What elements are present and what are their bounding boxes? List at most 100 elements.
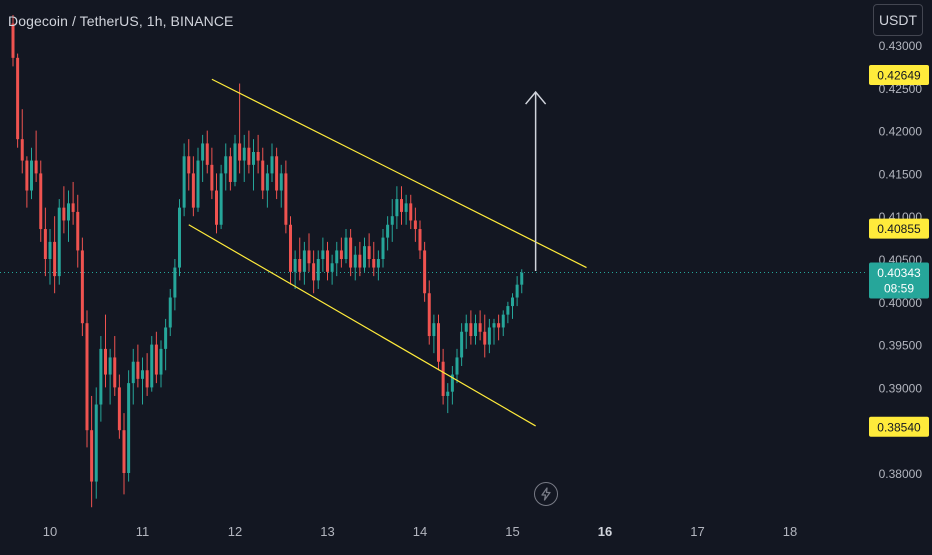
candle (76, 194, 80, 268)
candle (326, 241, 329, 281)
candle (261, 147, 265, 200)
candle (474, 314, 477, 345)
candle (150, 336, 154, 392)
candle (390, 199, 394, 242)
candle (321, 237, 325, 272)
candle (168, 288, 172, 337)
candle (108, 348, 112, 405)
candle (205, 130, 209, 174)
bar-countdown: 08:59 (884, 281, 914, 295)
current-price-value: 0.40343 (877, 266, 921, 280)
candle (145, 353, 149, 396)
candle (265, 164, 269, 208)
candle (122, 413, 126, 495)
candle (67, 190, 70, 242)
candle (94, 387, 98, 499)
svg-text:0.38540: 0.38540 (877, 420, 921, 434)
svg-text:0.42649: 0.42649 (877, 69, 921, 83)
candle (455, 348, 459, 384)
candle (460, 323, 464, 366)
candle (215, 173, 218, 234)
candle (413, 207, 417, 242)
candle (423, 241, 427, 302)
candle (16, 53, 20, 148)
candle (43, 207, 47, 277)
candle (136, 344, 140, 388)
x-tick-label: 17 (690, 524, 704, 539)
candle (164, 318, 168, 371)
lightning-icon[interactable] (534, 482, 558, 506)
y-tick-label: 0.42000 (879, 125, 923, 139)
upper-channel-trendline[interactable] (211, 78, 587, 269)
candle (432, 314, 436, 354)
candle (464, 314, 468, 349)
candle (131, 348, 135, 405)
candle (182, 143, 186, 217)
candle (446, 383, 450, 414)
candle (238, 83, 242, 174)
candle (39, 160, 43, 242)
x-tick-label: 13 (320, 524, 334, 539)
candles (11, 15, 524, 508)
candle (224, 143, 228, 191)
candle (450, 366, 454, 405)
trendlines[interactable] (188, 78, 587, 427)
candle (293, 250, 297, 289)
candle (219, 164, 223, 230)
currency-button[interactable]: USDT (873, 4, 923, 36)
candle (279, 164, 283, 208)
candle (25, 156, 29, 208)
candle (478, 310, 482, 341)
candle (418, 220, 422, 259)
candle (376, 250, 380, 281)
candle (344, 229, 348, 264)
candle (233, 134, 237, 187)
candle (57, 199, 61, 285)
candle (62, 186, 66, 234)
candle (339, 237, 343, 268)
x-tick-label: 12 (228, 524, 242, 539)
candle (210, 147, 214, 200)
candle (487, 318, 491, 354)
arrow-up-icon[interactable] (525, 90, 547, 271)
candle (99, 336, 103, 422)
candle (506, 301, 510, 324)
y-tick-label: 0.39000 (879, 381, 923, 395)
candle (492, 318, 496, 345)
lightning-glyph (541, 487, 551, 501)
candle (483, 314, 487, 358)
candle (289, 216, 292, 285)
price-label: 0.40855 (869, 218, 929, 239)
candle (85, 310, 89, 448)
price-label: 0.38540 (869, 416, 929, 437)
arrow-head (525, 90, 547, 105)
candle (349, 229, 353, 277)
x-tick-label: 10 (43, 524, 57, 539)
time-axis[interactable]: 10 11 12 13 14 15 16 17 18 (43, 524, 797, 539)
candle (80, 237, 84, 337)
candle (154, 331, 158, 384)
candle (353, 246, 357, 281)
x-tick-label: 15 (505, 524, 519, 539)
candle (511, 293, 514, 319)
candle (409, 194, 413, 230)
candle (298, 237, 302, 281)
candle (275, 147, 279, 200)
candle (358, 241, 362, 277)
candle (437, 314, 440, 371)
candle (372, 241, 376, 277)
candle (252, 139, 255, 191)
candle (316, 250, 320, 289)
candle (48, 229, 52, 285)
candle (520, 269, 524, 294)
candle (178, 199, 181, 277)
y-tick-label: 0.42500 (879, 82, 923, 96)
candle (242, 134, 246, 182)
lower-channel-trendline[interactable] (188, 224, 536, 427)
candle (90, 395, 94, 508)
candle (302, 241, 306, 285)
symbol-title[interactable]: Dogecoin / TetherUS, 1h, BINANCE (8, 13, 234, 29)
x-tick-label: 11 (136, 524, 150, 539)
